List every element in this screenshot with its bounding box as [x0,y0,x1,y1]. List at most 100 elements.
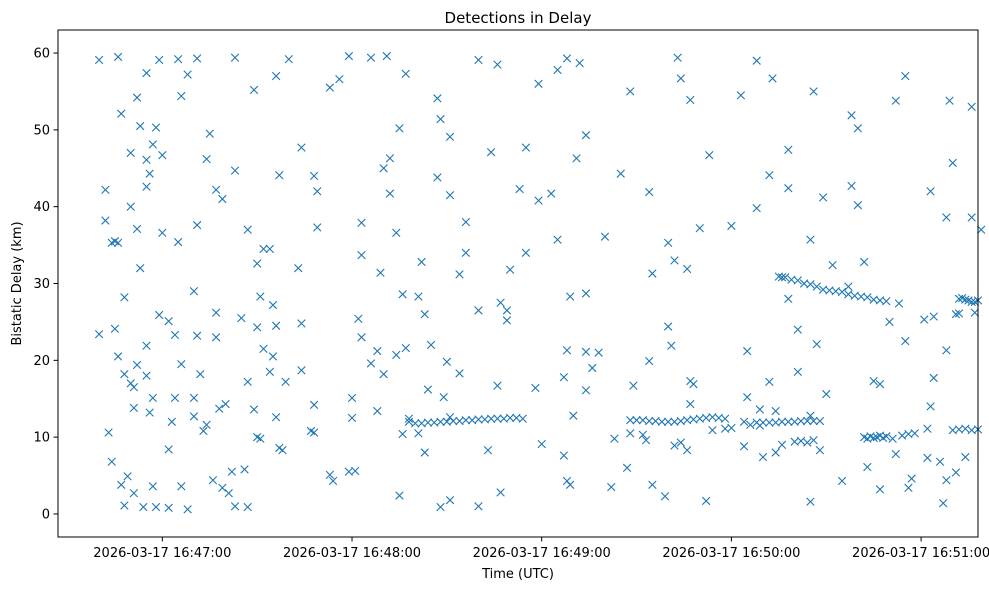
data-point [581,131,591,140]
data-point [765,418,774,427]
data-point [227,467,237,476]
data-point [474,55,483,65]
y-tick-label: 10 [33,431,50,446]
data-point [607,482,616,492]
data-point [449,416,458,426]
data-point [686,95,695,105]
data-point [663,417,673,426]
data-point [461,248,471,257]
data-point [720,414,730,423]
data-point [629,381,638,390]
data-point [328,476,338,486]
data-point [297,319,306,328]
data-point [382,51,391,61]
data-point [167,417,177,426]
data-point [929,373,938,383]
data-point [502,316,512,325]
data-point [243,377,252,387]
data-point [309,428,319,437]
data-point [926,187,935,196]
data-point [837,287,847,297]
data-point [404,417,414,426]
data-point [784,294,793,304]
data-point [325,470,335,479]
data-point [929,312,938,321]
data-point [809,87,818,96]
data-point [923,453,932,463]
data-point [113,52,123,62]
data-point [379,369,388,379]
data-point [645,356,654,366]
data-point [136,263,145,273]
data-point [148,393,158,403]
data-point [796,436,806,446]
data-point [796,416,806,426]
data-point [875,485,885,494]
data-point [926,402,935,411]
data-point [243,502,252,512]
data-point [265,244,275,254]
x-tick-label: 2026-03-17 16:47:00 [93,546,231,561]
data-point [967,213,976,222]
data-point [961,295,970,304]
data-point [897,431,907,440]
data-point [806,411,815,420]
data-point [271,71,281,81]
data-point [268,300,278,310]
data-point [357,333,366,342]
data-point [173,55,183,64]
data-point [335,74,344,84]
data-point [531,383,540,393]
data-point [205,129,214,138]
data-point [777,273,787,282]
data-point [347,413,357,423]
data-point [357,218,366,228]
data-point [565,480,575,489]
data-point [136,121,145,131]
data-point [739,417,749,426]
data-point [256,434,265,443]
data-point [230,166,240,175]
data-point [727,221,736,231]
data-point [445,132,455,141]
data-points [94,51,986,514]
data-point [942,213,951,222]
data-point [211,185,221,194]
data-point [682,446,692,455]
data-point [113,352,123,361]
data-point [436,502,445,512]
data-point [126,148,135,158]
y-axis-label: Bistatic Delay (km) [10,221,25,345]
data-point [129,403,139,413]
data-point [249,405,259,414]
data-point [736,91,746,100]
data-point [395,124,404,133]
data-point [120,369,129,379]
data-point [271,321,281,330]
data-point [720,424,730,433]
data-point [398,429,407,439]
data-point [521,248,531,257]
data-point [145,169,154,178]
data-point [752,56,761,65]
data-point [385,189,395,198]
data-point [325,83,335,92]
x-tick-label: 2026-03-17 16:49:00 [473,546,611,561]
data-point [142,68,151,78]
data-point [822,389,831,399]
data-point [803,416,812,426]
data-point [461,416,471,425]
data-point [493,381,502,390]
chart-title: Detections in Delay [445,9,592,27]
data-point [553,235,562,244]
data-point [777,417,787,426]
data-point [211,333,221,342]
data-point [660,492,670,501]
data-point [414,429,423,438]
data-point [888,434,897,443]
data-point [392,228,401,237]
data-point [376,268,385,277]
data-point [120,293,129,302]
data-point [120,501,129,510]
